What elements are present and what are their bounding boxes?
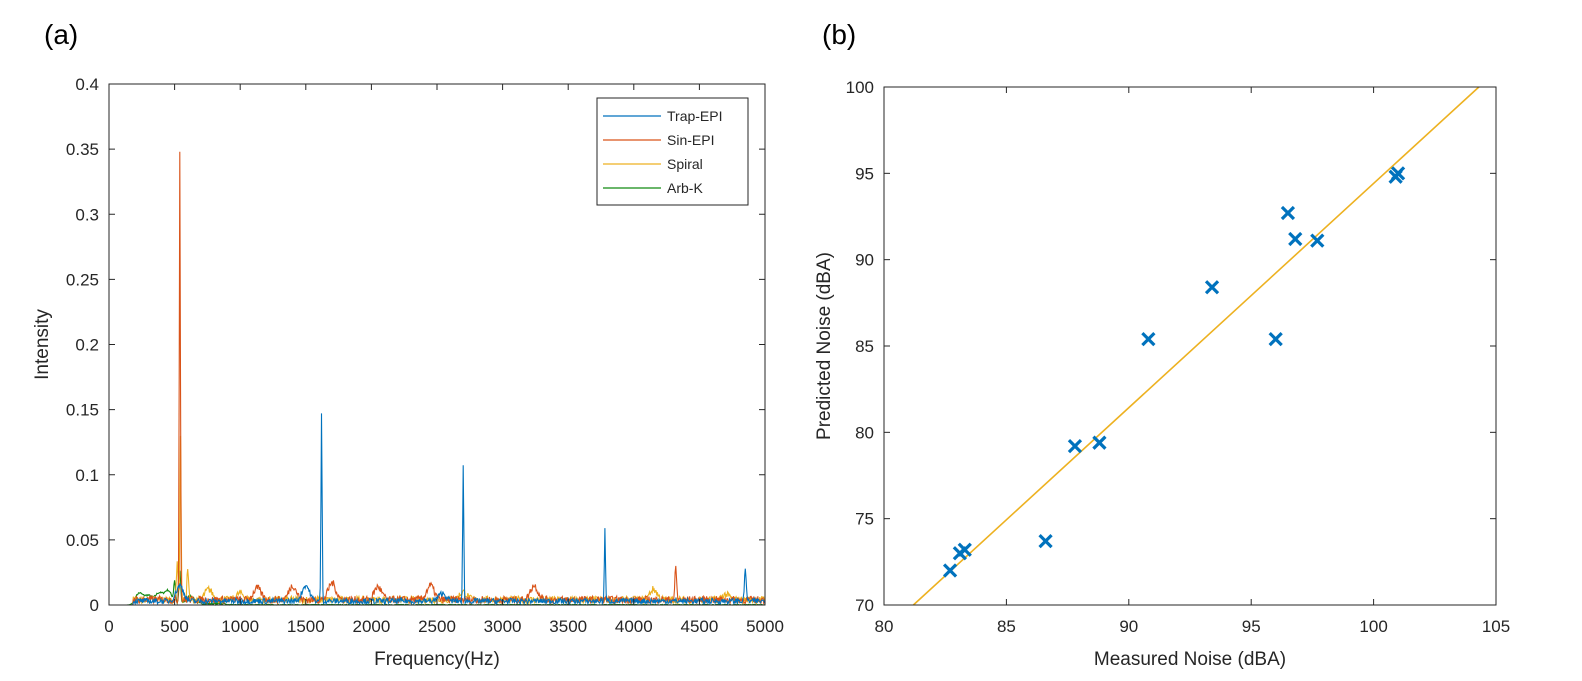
data-point-stroke <box>942 563 958 578</box>
data-point <box>1288 231 1303 247</box>
data-point-stroke <box>1310 233 1325 248</box>
y-tick-label: 100 <box>846 78 874 97</box>
x-tick-label: 500 <box>160 617 188 636</box>
x-tick-label: 95 <box>1242 617 1261 636</box>
x-axis-label: Measured Noise (dBA) <box>1094 649 1286 670</box>
y-tick-label: 0 <box>90 596 99 615</box>
data-point <box>957 542 972 557</box>
series-line-spiral <box>109 435 766 606</box>
data-point-stroke <box>1288 231 1303 247</box>
data-point-stroke <box>1038 533 1053 549</box>
fit-line <box>912 86 1480 606</box>
legend-entry: Spiral <box>667 156 703 172</box>
data-point <box>1268 331 1283 347</box>
y-tick-label: 0.25 <box>66 270 99 289</box>
legend-entry: Sin-EPI <box>667 132 714 148</box>
x-tick-label: 0 <box>104 617 113 636</box>
x-tick-label: 2000 <box>352 617 390 636</box>
data-point <box>1310 233 1325 248</box>
data-point-stroke <box>1280 205 1296 221</box>
y-tick-label: 85 <box>855 337 874 356</box>
data-point-stroke <box>1092 435 1107 450</box>
x-tick-label: 4000 <box>615 617 653 636</box>
y-tick-label: 0.3 <box>75 205 99 224</box>
x-tick-label: 3000 <box>484 617 522 636</box>
panel-label-a: (a) <box>44 19 79 50</box>
y-tick-label: 75 <box>855 510 874 529</box>
y-tick-label: 90 <box>855 251 874 270</box>
series-line-sin-epi <box>109 151 766 606</box>
data-point <box>942 563 958 578</box>
data-point <box>1141 331 1156 347</box>
y-tick-label: 70 <box>855 596 874 615</box>
x-tick-label: 80 <box>875 617 894 636</box>
x-tick-label: 1500 <box>287 617 325 636</box>
y-tick-label: 0.05 <box>66 531 99 550</box>
y-tick-label: 95 <box>855 164 874 183</box>
data-point-stroke <box>1268 331 1283 347</box>
x-tick-label: 90 <box>1119 617 1138 636</box>
x-tick-label: 2500 <box>418 617 456 636</box>
y-tick-label: 0.35 <box>66 140 99 159</box>
y-axis-label: Predicted Noise (dBA) <box>814 252 835 440</box>
x-tick-label: 100 <box>1359 617 1387 636</box>
spectrum-chart: 0 500 1000 1500 2000 2500 3000 3500 4000 4500 5000… <box>32 75 784 670</box>
data-point-stroke <box>1390 166 1406 181</box>
data-point <box>1092 435 1107 450</box>
panel-label-b: (b) <box>822 19 857 50</box>
x-axis-label: Frequency(Hz) <box>374 649 500 670</box>
data-point <box>1067 439 1083 454</box>
y-tick-label: 0.4 <box>75 75 99 94</box>
data-point-stroke <box>1204 280 1220 295</box>
data-point-stroke <box>1067 439 1083 454</box>
legend-entry: Trap-EPI <box>667 108 723 124</box>
data-point <box>1038 533 1053 549</box>
data-point <box>1204 280 1220 295</box>
series-line-trap-epi <box>109 413 766 606</box>
x-tick-label: 105 <box>1482 617 1510 636</box>
legend-entry: Arb-K <box>667 180 703 196</box>
y-axis-label: Intensity <box>32 309 53 380</box>
plot-frame <box>883 86 1497 606</box>
x-tick-label: 85 <box>997 617 1016 636</box>
x-tick-label: 4500 <box>680 617 718 636</box>
data-point-stroke <box>957 542 972 557</box>
noise-scatter-chart: 80 85 90 95 100 105 70 75 80 85 90 95 100 Measured No… <box>814 78 1510 670</box>
x-tick-label: 3500 <box>549 617 587 636</box>
y-tick-label: 80 <box>855 423 874 442</box>
x-tick-label: 1000 <box>221 617 259 636</box>
y-tick-label: 0.15 <box>66 401 99 420</box>
x-tick-label: 5000 <box>746 617 784 636</box>
data-point-stroke <box>1141 331 1156 347</box>
data-point <box>1390 166 1406 181</box>
y-tick-label: 0.2 <box>75 336 99 355</box>
y-tick-label: 0.1 <box>75 466 99 485</box>
data-point <box>1280 205 1296 221</box>
